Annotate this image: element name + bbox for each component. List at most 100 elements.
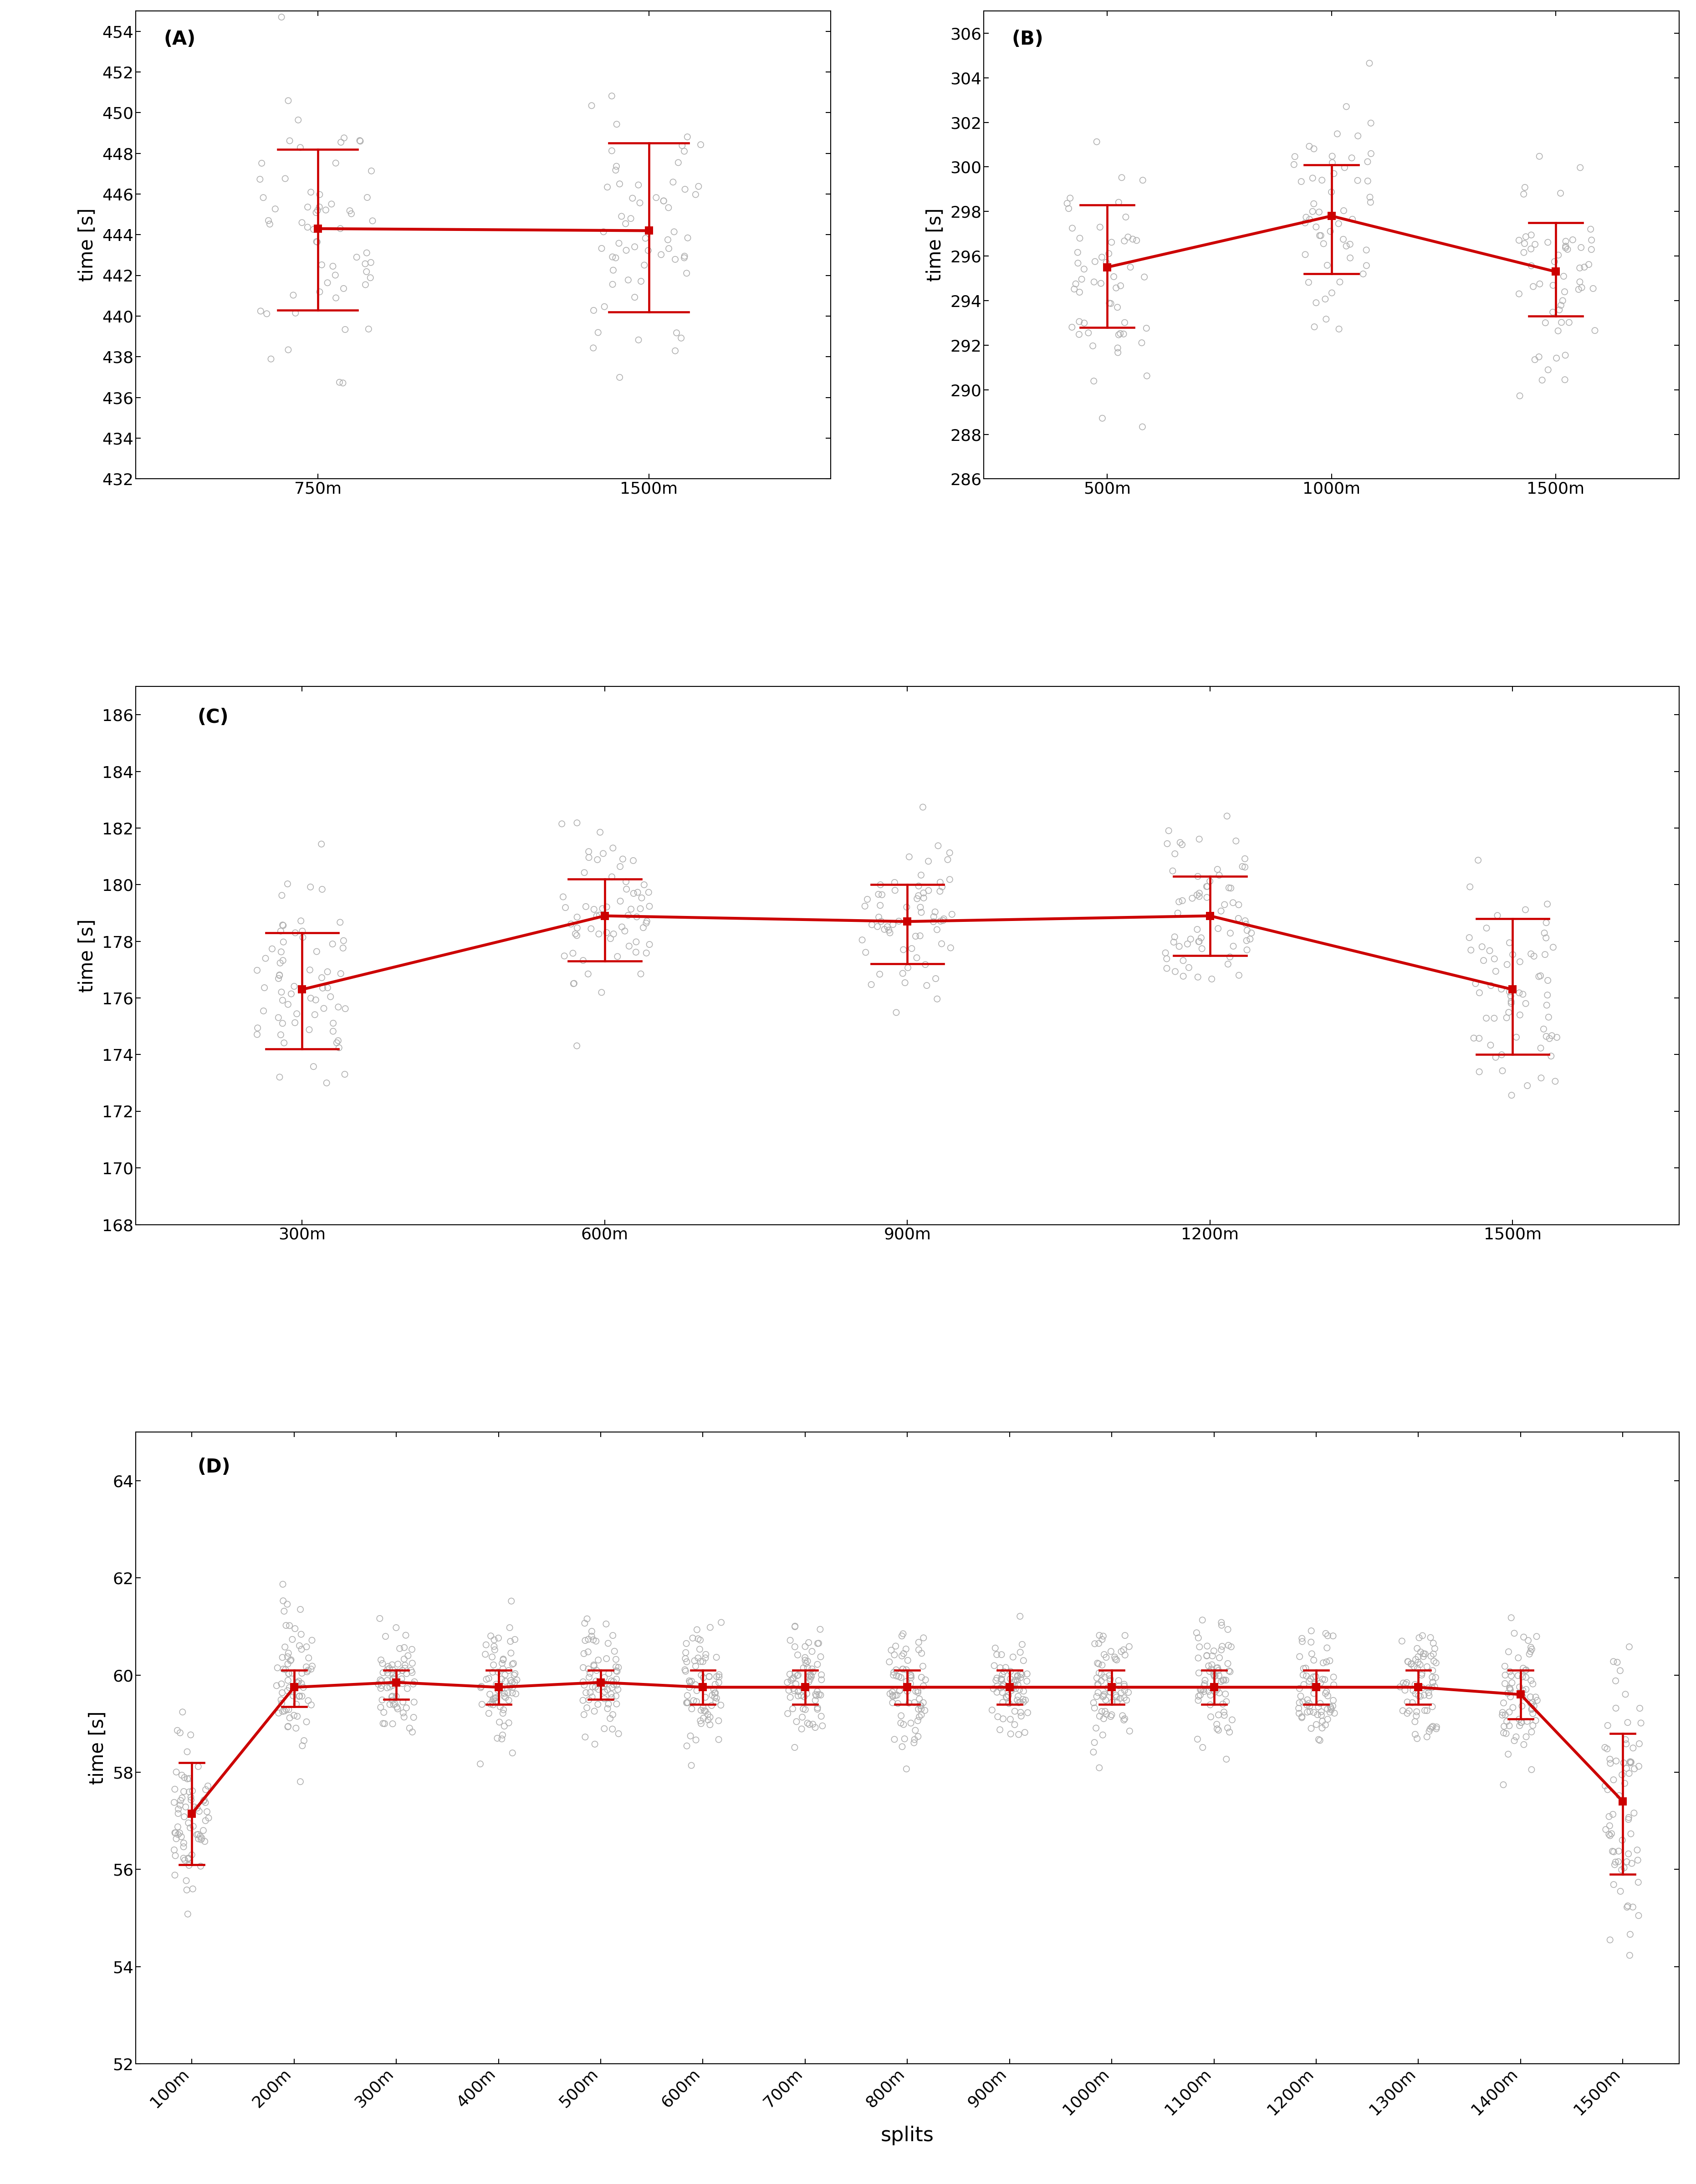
Point [1177,922,1204,957]
Point [1096,1675,1123,1710]
Point [378,1669,405,1704]
Point [298,1623,326,1658]
Point [1421,1669,1448,1704]
Point [393,1671,421,1706]
Point [500,1658,527,1693]
Point [885,904,912,939]
Point [702,1666,729,1701]
Point [287,1592,314,1627]
Point [901,1725,928,1760]
Point [1492,1704,1520,1738]
Point [1413,1719,1440,1754]
Point [561,917,589,952]
Point [480,1629,507,1664]
Point [879,1679,906,1714]
Point [590,1712,617,1747]
Point [504,1662,531,1697]
Point [1060,271,1087,306]
Point [378,1666,405,1701]
Point [990,1653,1018,1688]
Point [1318,199,1345,234]
Point [1004,1666,1031,1701]
Point [775,1673,802,1708]
Point [1201,1675,1228,1710]
Point [784,1704,811,1738]
Point [1323,116,1350,151]
Point [1225,887,1252,922]
Point [807,1640,834,1675]
Point [173,1734,200,1769]
Point [1167,826,1194,860]
Point [383,1610,410,1645]
Point [1118,249,1145,284]
Point [309,826,336,860]
Point [790,1690,817,1725]
Point [399,1631,426,1666]
Point [1552,363,1579,397]
Point [1007,1655,1035,1690]
Point [1420,1688,1447,1723]
Point [368,1664,395,1699]
Point [1299,162,1326,197]
Point [327,904,354,939]
Point [1331,151,1358,186]
Point [867,867,894,902]
Point [1107,269,1135,304]
Point [884,1686,911,1721]
Point [1626,1725,1654,1760]
Point [673,1684,700,1719]
Point [909,1686,936,1721]
Point [673,120,700,155]
Point [1001,1708,1028,1743]
Point [997,1701,1024,1736]
Point [1611,1767,1638,1802]
Point [621,876,648,911]
Point [380,1686,407,1721]
Point [293,1704,321,1738]
Point [1089,240,1116,275]
Point [1091,1677,1118,1712]
Point [1420,1625,1447,1660]
Point [295,1640,322,1675]
Point [792,1642,819,1677]
Point [1230,850,1257,885]
Point [1423,1710,1450,1745]
Point [278,976,305,1011]
Point [1128,325,1155,360]
Point [477,1677,504,1712]
Point [1389,1666,1416,1701]
Point [575,834,602,869]
Point [1565,273,1593,308]
Point [322,146,349,181]
Point [1325,312,1352,347]
Point [660,214,687,249]
Point [907,1693,934,1728]
Point [188,1821,215,1856]
Point [673,221,700,256]
Point [1579,271,1606,306]
Point [1494,948,1521,983]
Point [499,1664,526,1699]
Point [807,1677,834,1712]
Point [1606,1874,1633,1909]
Point [867,957,894,992]
Point [268,1686,295,1721]
Point [1101,260,1128,295]
Point [1191,1669,1218,1704]
Point [984,1669,1011,1704]
Point [1294,1688,1321,1723]
Point [268,1018,295,1053]
Point [785,1673,812,1708]
Point [1313,1631,1340,1666]
Point [600,1664,628,1699]
Point [1628,1706,1655,1741]
Point [1123,223,1150,258]
Point [600,253,628,288]
Point [1420,1636,1447,1671]
Point [310,992,338,1026]
Point [777,1662,804,1697]
Point [305,190,332,225]
Point [597,922,624,957]
Point [1518,937,1545,972]
Point [1101,1640,1128,1675]
